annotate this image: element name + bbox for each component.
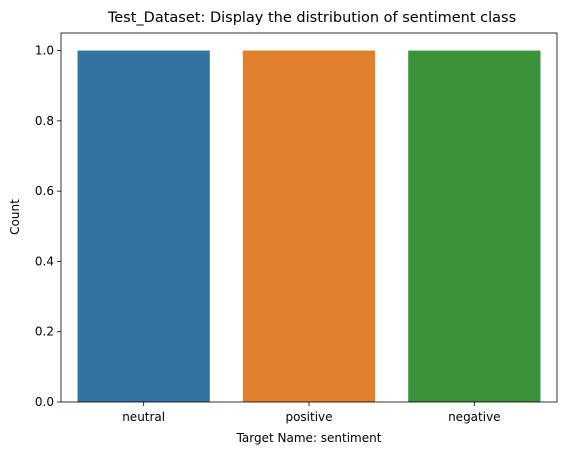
x-axis-ticks: neutral positive negative	[122, 402, 501, 424]
x-tick-label-neutral: neutral	[122, 410, 165, 424]
y-axis-label: Count	[8, 199, 22, 235]
chart-title: Test_Dataset: Display the distribution o…	[107, 10, 516, 26]
y-tick-label-5: 1.0	[35, 44, 54, 58]
x-axis-label: Target Name: sentiment	[236, 431, 382, 445]
bar-negative	[408, 50, 541, 402]
y-tick-label-4: 0.8	[35, 114, 54, 128]
bar-neutral	[77, 50, 210, 402]
bars-group	[77, 50, 541, 402]
y-axis-ticks: 0.0 0.2 0.4 0.6 0.8 1.0	[35, 44, 61, 409]
y-tick-label-2: 0.4	[35, 254, 54, 268]
bar-positive	[242, 50, 376, 402]
y-tick-label-3: 0.6	[35, 184, 54, 198]
y-tick-label-0: 0.0	[35, 395, 54, 409]
y-tick-label-1: 0.2	[35, 325, 54, 339]
x-tick-label-positive: positive	[285, 410, 332, 424]
x-tick-label-negative: negative	[448, 410, 500, 424]
plot-frame	[60, 32, 558, 403]
